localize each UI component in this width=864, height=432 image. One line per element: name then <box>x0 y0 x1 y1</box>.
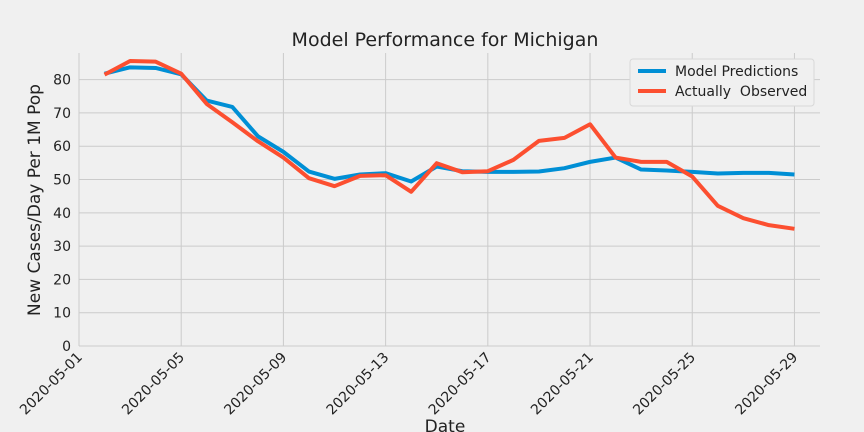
legend-label-actually-observed: Actually Observed <box>675 84 807 100</box>
y-tick-label: 20 <box>53 272 71 288</box>
data-point <box>230 120 234 124</box>
data-point <box>792 173 796 177</box>
data-point <box>588 160 592 164</box>
data-point <box>333 184 337 188</box>
data-point <box>435 161 439 165</box>
grid <box>78 53 820 347</box>
data-point <box>179 72 183 76</box>
legend-box <box>629 58 815 107</box>
y-tick-label: 70 <box>53 106 71 122</box>
y-tick-label: 0 <box>62 339 71 355</box>
data-point <box>486 169 490 173</box>
data-point <box>537 170 541 174</box>
data-point <box>384 173 388 177</box>
data-point <box>511 158 515 162</box>
data-point <box>307 170 311 174</box>
data-point <box>665 160 669 164</box>
data-point <box>256 134 260 138</box>
data-point <box>741 216 745 220</box>
y-tick-label: 60 <box>53 139 71 155</box>
data-point <box>409 180 413 184</box>
series-line-actually-observed <box>103 58 795 231</box>
data-point <box>128 65 132 69</box>
data-point <box>716 204 720 208</box>
data-point <box>358 174 362 178</box>
data-point <box>767 171 771 175</box>
data-point <box>256 139 260 143</box>
series-lines <box>103 58 796 231</box>
data-point <box>128 59 132 63</box>
data-point <box>792 227 796 231</box>
data-point <box>639 160 643 164</box>
data-point <box>154 66 158 70</box>
data-point <box>409 190 413 194</box>
chart-title: Model Performance for Michigan <box>292 29 599 51</box>
data-point <box>281 156 285 160</box>
data-point <box>690 175 694 179</box>
legend-label-model-predictions: Model Predictions <box>675 64 798 80</box>
data-point <box>614 156 618 160</box>
data-point <box>103 73 107 77</box>
data-point <box>537 139 541 143</box>
y-tick-label: 30 <box>53 239 71 255</box>
data-point <box>154 60 158 64</box>
x-axis-label: Date <box>425 417 466 432</box>
data-point <box>639 168 643 172</box>
data-point <box>562 166 566 170</box>
y-axis-label: New Cases/Day Per 1M Pop <box>25 84 45 316</box>
data-point <box>205 102 209 106</box>
data-point <box>690 170 694 174</box>
y-tick-label: 10 <box>53 306 71 322</box>
y-tick-label: 40 <box>53 206 71 222</box>
data-point <box>230 105 234 109</box>
data-point <box>307 176 311 180</box>
data-point <box>741 171 745 175</box>
data-point <box>562 136 566 140</box>
data-point <box>333 177 337 181</box>
data-point <box>588 122 592 126</box>
data-point <box>716 172 720 176</box>
data-point <box>460 170 464 174</box>
data-point <box>511 170 515 174</box>
data-point <box>665 169 669 173</box>
data-point <box>767 223 771 227</box>
y-tick-label: 80 <box>53 73 71 89</box>
legend: Model Predictions Actually Observed <box>629 58 815 107</box>
data-point <box>281 150 285 154</box>
y-tick-label: 50 <box>53 173 71 189</box>
